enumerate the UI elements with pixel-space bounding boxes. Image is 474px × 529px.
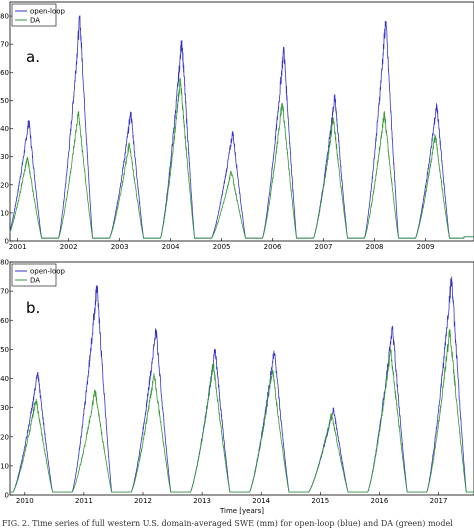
y-tick-label: 0: [5, 238, 9, 246]
y-tick-label: 40: [0, 125, 9, 133]
y-tick-label: 30: [0, 404, 9, 412]
x-tick-label: 2016: [371, 497, 389, 505]
x-tick-label: 2012: [134, 497, 152, 505]
x-tick-label: 2015: [311, 497, 329, 505]
panel-a-frame: [9, 1, 474, 242]
x-tick-label: 2001: [9, 243, 27, 251]
x-axis-label: Time [years]: [219, 507, 264, 515]
x-tick-label: 2006: [264, 243, 282, 251]
panel-b-y-ticks: 0 10 20 30 40 50 60 70 80: [0, 259, 13, 500]
x-tick-label: 2002: [60, 243, 78, 251]
y-tick-label: 10: [0, 209, 9, 217]
y-tick-label: 0: [5, 492, 9, 500]
panel-b-legend: open-loop DA: [11, 263, 66, 287]
y-tick-label: 70: [0, 288, 9, 296]
y-tick-label: 30: [0, 153, 9, 161]
y-tick-label: 50: [0, 346, 9, 354]
series-line-open-loop: [9, 15, 474, 239]
x-tick-label: 2017: [430, 497, 448, 505]
legend-label-open-loop: open-loop: [30, 268, 66, 276]
y-tick-label: 80: [0, 259, 9, 267]
series-line-da: [9, 77, 474, 239]
x-tick-label: 2007: [315, 243, 333, 251]
x-tick-label: 2005: [213, 243, 231, 251]
y-tick-label: 20: [0, 433, 9, 441]
y-tick-label: 20: [0, 181, 9, 189]
panel-b-lines: [10, 276, 474, 493]
y-tick-label: 50: [0, 97, 9, 105]
panel-b-x-ticks: 2010 2011 2012 2013 2014 2015 2016 2017: [16, 492, 448, 505]
panel-a-label: a.: [26, 48, 40, 66]
x-tick-label: 2014: [252, 497, 270, 505]
x-tick-label: 2008: [366, 243, 384, 251]
series-line-da: [10, 328, 474, 493]
x-tick-label: 2003: [111, 243, 129, 251]
legend-label-da: DA: [30, 277, 40, 285]
y-tick-label: 10: [0, 462, 9, 470]
panel-b-label: b.: [26, 299, 40, 317]
y-tick-label: 40: [0, 375, 9, 383]
panel-a-y-ticks: 0 10 20 30 40 50 60 70 80: [0, 13, 13, 246]
x-tick-label: 2013: [193, 497, 211, 505]
panel-a-lines: [9, 15, 474, 239]
legend-label-da: DA: [30, 17, 40, 25]
x-tick-label: 2004: [162, 243, 180, 251]
panel-a-legend: open-loop DA: [11, 3, 66, 27]
panel-b-frame: [9, 261, 474, 496]
x-tick-label: 2009: [417, 243, 435, 251]
y-tick-label: 70: [0, 41, 9, 49]
x-tick-label: 2011: [75, 497, 93, 505]
legend-label-open-loop: open-loop: [30, 8, 66, 16]
y-tick-label: 60: [0, 317, 9, 325]
y-tick-label: 80: [0, 13, 9, 21]
y-tick-label: 60: [0, 69, 9, 77]
figure-caption: FIG. 2. Time series of full western U.S.…: [2, 519, 453, 528]
panel-a-x-ticks: 2001 2002 2003 2004 2005 2006 2007 2008 2009: [9, 238, 435, 251]
x-tick-label: 2010: [16, 497, 34, 505]
